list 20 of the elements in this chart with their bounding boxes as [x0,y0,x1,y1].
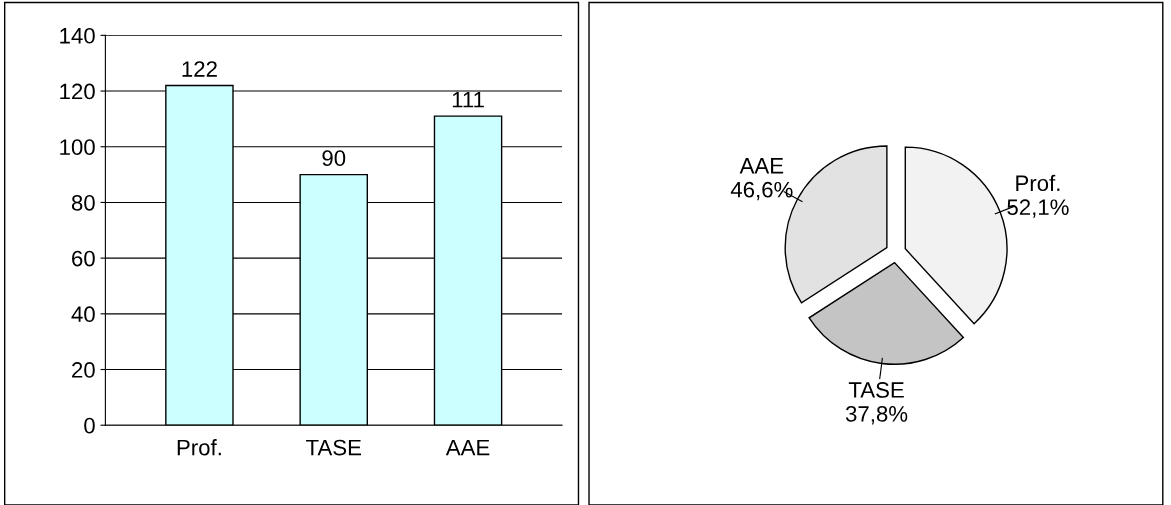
data-label: 90 [322,150,346,167]
y-tick-label: 80 [71,194,95,211]
data-label: 122 [182,61,217,77]
slice-label: TASE [848,382,904,398]
data-label: 52,1% [1007,199,1069,218]
x-tick-label: TASE [306,439,361,456]
data-label: 37,8% [845,406,908,425]
y-tick-label: 140 [60,27,95,44]
y-tick-label: 0 [84,417,95,434]
y-tick-label: 60 [72,250,95,267]
data-label: 111 [452,92,484,108]
y-tick-label: 20 [72,362,95,378]
y-tick-label: 120 [60,83,95,100]
y-tick-label: 100 [60,139,95,156]
data-label: 46,6% [730,181,793,201]
y-tick-label: 40 [71,306,95,323]
slice-label: AAE [739,158,784,174]
x-tick-label: Prof. [177,439,221,456]
x-tick-label: AAE [445,439,490,456]
slice-label: Prof. [1016,174,1060,192]
